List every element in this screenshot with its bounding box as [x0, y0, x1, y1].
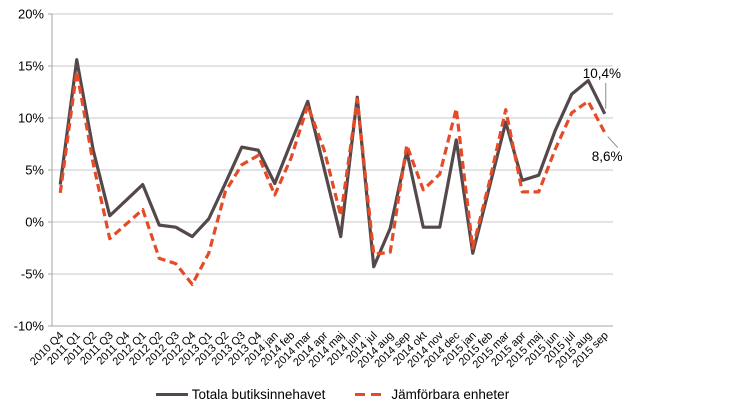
- legend-item-total: Totala butiksinnehavet: [155, 387, 326, 402]
- y-axis-labels: 20% 15% 10% 5% 0% -5% -10%: [14, 7, 45, 334]
- annotation-total-label: 10,4%: [583, 66, 621, 81]
- annotations: 10,4% 8,6%: [583, 66, 623, 164]
- legend-label-total: Totala butiksinnehavet: [191, 387, 326, 402]
- axes: [51, 14, 613, 327]
- annotation-comparable-label: 8,6%: [592, 149, 623, 164]
- chart-legend: Totala butiksinnehavet Jämförbara enhete…: [26, 387, 639, 402]
- y-tick-label: -10%: [14, 319, 45, 334]
- legend-item-comparable: Jämförbara enheter: [355, 387, 509, 402]
- y-tick-label: 5%: [25, 163, 44, 178]
- series-line-total: [58, 58, 607, 269]
- gridlines: [48, 13, 613, 327]
- dashed-line-icon: [355, 393, 388, 396]
- legend-label-comparable: Jämförbara enheter: [391, 387, 510, 402]
- solid-line-icon: [155, 393, 188, 396]
- y-tick-label: 15%: [18, 59, 44, 74]
- y-tick-label: 0%: [25, 215, 44, 230]
- y-tick-label: 20%: [18, 7, 44, 22]
- y-tick-label: 10%: [18, 111, 44, 126]
- series-line-comparable: [58, 69, 607, 286]
- y-tick-label: -5%: [21, 267, 45, 282]
